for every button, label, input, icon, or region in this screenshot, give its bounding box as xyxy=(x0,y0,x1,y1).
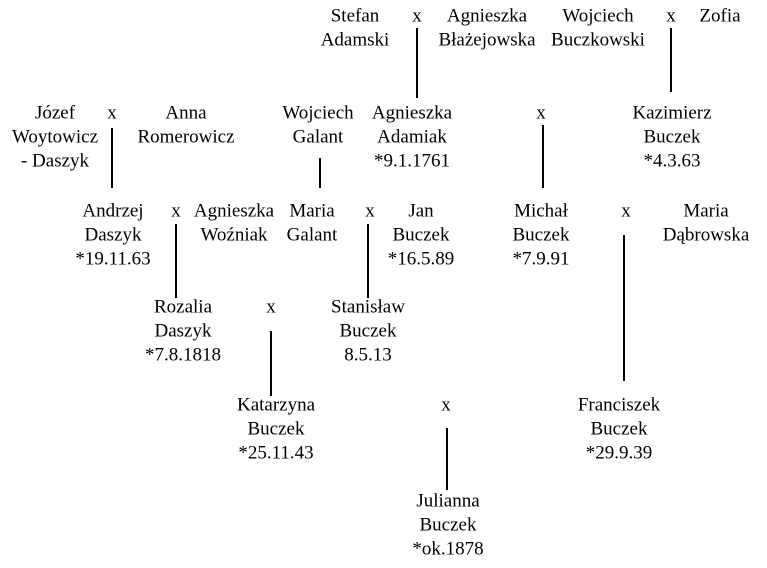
tree-node: Rozalia Daszyk *7.8.1818 xyxy=(145,296,221,365)
tree-node: Agnieszka Błażejowska xyxy=(438,5,536,50)
tree-node: Stanisław Buczek 8.5.13 xyxy=(331,296,405,365)
tree-node: Józef Woytowicz - Daszyk xyxy=(12,102,98,171)
node-text: Buczek xyxy=(340,320,397,341)
tree-node: Franciszek Buczek *29.9.39 xyxy=(578,394,661,463)
node-text: Julianna xyxy=(416,490,480,511)
tree-node: x xyxy=(441,394,451,415)
node-text: Buczek xyxy=(393,224,450,245)
node-text: Dąbrowska xyxy=(663,224,750,245)
node-text: Maria xyxy=(289,200,335,221)
tree-node: Stefan Adamski xyxy=(321,5,390,50)
node-text: *25.11.43 xyxy=(238,442,313,463)
node-text: Daszyk xyxy=(85,224,142,245)
node-text: Katarzyna xyxy=(237,394,316,415)
node-text: x xyxy=(171,200,181,221)
node-text: Adamski xyxy=(321,29,390,50)
tree-node: x xyxy=(266,296,276,317)
node-text: Daszyk xyxy=(155,320,212,341)
tree-node: Michał Buczek *7.9.91 xyxy=(513,200,570,269)
node-text: *7.9.91 xyxy=(513,248,570,269)
tree-node: Katarzyna Buczek *25.11.43 xyxy=(237,394,316,463)
tree-node: Agnieszka Woźniak xyxy=(194,200,275,245)
node-text: x xyxy=(365,200,375,221)
node-text: *9.1.1761 xyxy=(374,150,450,171)
node-text: *29.9.39 xyxy=(586,442,653,463)
node-text: Andrzej xyxy=(82,200,143,221)
node-text: x xyxy=(621,200,631,221)
tree-node: x xyxy=(666,5,676,26)
node-text: Stanisław xyxy=(331,296,405,317)
tree-node: x xyxy=(536,102,546,123)
node-text: Buczek xyxy=(420,514,477,535)
node-text: Buczek xyxy=(644,126,701,147)
tree-node: x xyxy=(365,200,375,221)
node-text: *19.11.63 xyxy=(75,248,150,269)
node-text: Buczek xyxy=(248,418,305,439)
tree-node: Anna Romerowicz xyxy=(137,102,234,147)
node-text: Kazimierz xyxy=(632,102,711,123)
tree-node: Andrzej Daszyk *19.11.63 xyxy=(75,200,150,269)
tree-node: Wojciech Buczkowski xyxy=(551,5,645,50)
node-text: x xyxy=(441,394,451,415)
node-text: Romerowicz xyxy=(137,126,234,147)
node-text: Zofia xyxy=(699,5,741,26)
node-text: Buczkowski xyxy=(551,29,645,50)
tree-node: Wojciech Galant xyxy=(282,102,354,147)
tree-node: Maria Dąbrowska xyxy=(663,200,750,245)
tree-node: Zofia xyxy=(699,5,741,26)
node-text: Wojciech xyxy=(282,102,354,123)
node-text: x xyxy=(266,296,276,317)
node-text: Agnieszka xyxy=(372,102,453,123)
node-text: Buczek xyxy=(513,224,570,245)
node-text: Anna xyxy=(165,102,207,123)
connectors xyxy=(111,28,672,490)
node-text: x xyxy=(666,5,676,26)
node-text: x xyxy=(536,102,546,123)
node-text: *ok.1878 xyxy=(412,538,483,559)
node-text: Agnieszka xyxy=(194,200,275,221)
tree-node: Jan Buczek *16.5.89 xyxy=(388,200,455,269)
node-text: Woytowicz xyxy=(12,126,98,147)
node-text: x xyxy=(412,5,422,26)
node-text: Stefan xyxy=(331,5,380,26)
node-text: Błażejowska xyxy=(438,29,536,50)
tree-node: Maria Galant xyxy=(287,200,338,245)
node-text: Franciszek xyxy=(578,394,661,415)
node-text: Galant xyxy=(293,126,344,147)
node-text: Maria xyxy=(683,200,729,221)
tree-node: Julianna Buczek *ok.1878 xyxy=(412,490,483,559)
tree-node: x xyxy=(107,102,117,123)
node-text: Michał xyxy=(514,200,569,221)
node-text: *4.3.63 xyxy=(644,150,701,171)
node-text: *16.5.89 xyxy=(388,248,455,269)
node-text: Rozalia xyxy=(154,296,213,317)
node-text: Jan xyxy=(408,200,434,221)
node-text: Galant xyxy=(287,224,338,245)
node-text: Wojciech xyxy=(562,5,634,26)
node-text: Agnieszka xyxy=(447,5,528,26)
tree-node: x xyxy=(621,200,631,221)
tree-node: x xyxy=(412,5,422,26)
node-text: Woźniak xyxy=(200,224,268,245)
node-text: x xyxy=(107,102,117,123)
node-text: Adamiak xyxy=(377,126,447,147)
tree-node: x xyxy=(171,200,181,221)
tree-node: Kazimierz Buczek *4.3.63 xyxy=(632,102,711,171)
node-text: Buczek xyxy=(591,418,648,439)
node-text: Józef xyxy=(35,102,76,123)
tree-node: Agnieszka Adamiak *9.1.1761 xyxy=(372,102,453,171)
node-text: 8.5.13 xyxy=(344,344,392,365)
node-text: - Daszyk xyxy=(21,150,90,171)
node-text: *7.8.1818 xyxy=(145,344,221,365)
